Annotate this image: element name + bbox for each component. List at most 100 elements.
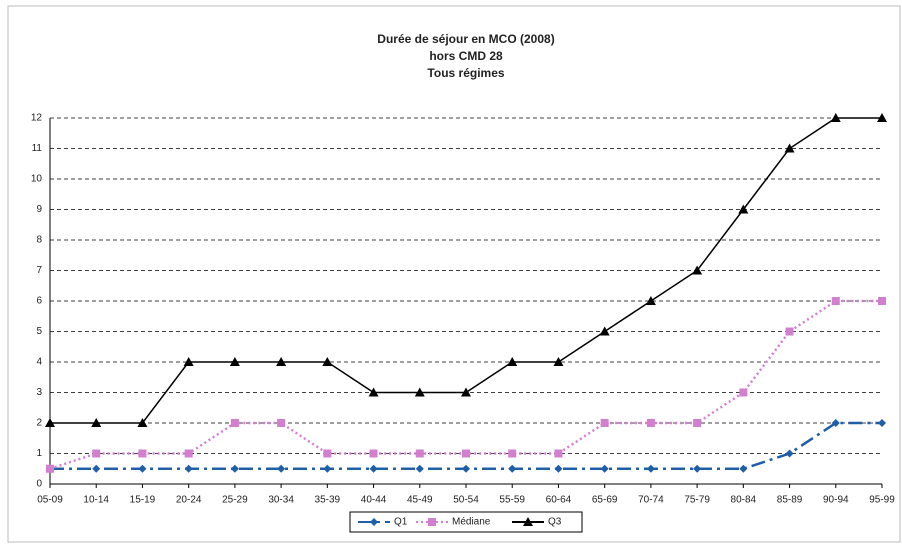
x-tick-label: 80-84	[731, 495, 757, 506]
x-tick-label: 40-44	[361, 495, 387, 506]
x-tick-label: 20-24	[176, 495, 202, 506]
data-point	[831, 419, 840, 427]
chart-title: Durée de séjour en MCO (2008)	[377, 32, 554, 46]
data-point	[507, 357, 518, 366]
data-point	[462, 464, 470, 473]
data-point	[878, 297, 886, 305]
x-tick-label: 55-59	[499, 495, 525, 506]
data-point	[877, 113, 887, 122]
data-point	[184, 464, 193, 473]
data-point	[739, 388, 748, 397]
legend-marker	[523, 517, 533, 526]
legend-label: Médiane	[452, 517, 491, 528]
data-point	[229, 357, 240, 366]
data-point	[830, 113, 841, 122]
data-point	[785, 449, 794, 458]
data-point	[693, 464, 702, 473]
legend-box	[349, 511, 583, 533]
data-point	[92, 464, 101, 473]
x-tick-label: 90-94	[823, 495, 849, 506]
data-point	[508, 449, 517, 458]
legend-label: Q3	[548, 517, 562, 528]
data-point	[368, 387, 379, 397]
x-tick-label: 85-89	[777, 495, 803, 506]
x-tick-label: 75-79	[684, 495, 710, 506]
data-point	[277, 419, 286, 427]
chart-subtitle: Tous régimes	[427, 66, 504, 80]
data-point	[183, 357, 194, 366]
data-point	[646, 464, 655, 473]
data-point	[415, 449, 424, 458]
x-tick-label: 35-39	[315, 495, 341, 506]
y-tick-label: 0	[36, 479, 42, 490]
data-point	[785, 327, 794, 336]
data-point	[784, 143, 795, 153]
data-point	[322, 357, 333, 366]
data-point	[831, 297, 840, 305]
y-tick-label: 5	[36, 326, 42, 337]
data-point	[508, 464, 517, 473]
data-point	[554, 449, 563, 458]
x-tick-label: 25-29	[222, 495, 248, 506]
data-point	[323, 464, 332, 473]
y-tick-label: 12	[31, 113, 43, 124]
y-tick-label: 7	[36, 265, 42, 276]
x-tick-label: 70-74	[638, 495, 664, 506]
x-tick-label: 60-64	[546, 495, 572, 506]
data-point	[645, 296, 656, 305]
data-point	[276, 357, 287, 366]
x-tick-label: 95-99	[869, 495, 895, 506]
y-tick-label: 1	[36, 448, 42, 459]
data-point	[369, 464, 378, 473]
legend-marker	[370, 518, 378, 526]
data-point	[230, 464, 239, 473]
data-point	[738, 204, 749, 214]
x-tick-label: 65-69	[592, 495, 618, 506]
data-point	[739, 464, 748, 473]
data-point	[137, 418, 148, 427]
y-tick-label: 4	[36, 357, 42, 368]
y-tick-label: 11	[32, 143, 43, 154]
x-tick-label: 15-19	[130, 495, 156, 506]
y-tick-label: 2	[36, 418, 42, 429]
x-tick-label: 05-09	[37, 495, 63, 506]
chart-subtitle: hors CMD 28	[429, 49, 503, 63]
data-point	[91, 418, 102, 427]
data-point	[414, 387, 425, 397]
data-point	[462, 449, 470, 458]
y-tick-label: 10	[31, 174, 43, 185]
data-point	[600, 419, 609, 427]
x-tick-label: 30-34	[268, 495, 294, 506]
data-point	[45, 418, 55, 427]
chart-frame	[7, 5, 901, 543]
y-tick-label: 6	[36, 296, 42, 307]
data-point	[46, 464, 54, 473]
data-point	[878, 419, 886, 427]
data-point	[92, 449, 101, 458]
data-point	[461, 387, 471, 397]
data-point	[323, 449, 332, 458]
data-point	[230, 419, 239, 427]
y-tick-label: 8	[36, 235, 42, 246]
data-point	[184, 449, 193, 458]
data-point	[646, 419, 655, 427]
data-point	[554, 464, 563, 473]
data-point	[599, 326, 610, 336]
data-point	[369, 449, 378, 458]
data-point	[277, 464, 286, 473]
y-tick-label: 3	[36, 387, 42, 398]
data-point	[600, 464, 609, 473]
data-point	[693, 419, 702, 427]
data-point	[138, 449, 147, 458]
x-tick-label: 10-14	[83, 495, 109, 506]
legend-label: Q1	[394, 517, 408, 528]
data-point	[553, 357, 564, 366]
y-tick-label: 9	[36, 204, 42, 215]
data-point	[415, 464, 424, 473]
data-point	[692, 265, 703, 275]
legend-marker	[428, 518, 436, 526]
x-tick-label: 45-49	[407, 495, 433, 506]
data-point	[138, 464, 147, 473]
x-tick-label: 50-54	[453, 495, 479, 506]
